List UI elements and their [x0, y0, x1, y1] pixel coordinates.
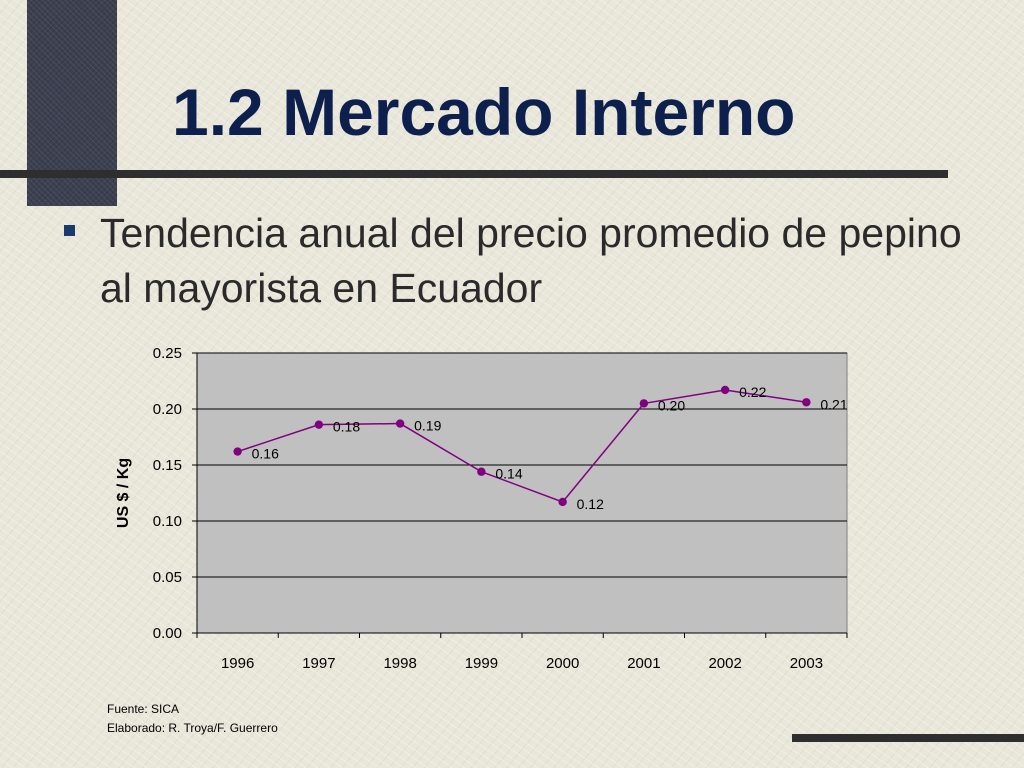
- x-tick-label: 2001: [627, 655, 660, 672]
- data-point: [720, 385, 730, 395]
- data-point: [558, 497, 567, 507]
- title-divider: [0, 170, 948, 178]
- x-tick-label: 1998: [383, 655, 416, 672]
- y-axis-label: US $ / Kg: [115, 458, 132, 528]
- data-label: 0.22: [739, 384, 766, 400]
- source-note: Fuente: SICA: [107, 702, 180, 716]
- data-label: 0.21: [820, 396, 847, 412]
- data-label: 0.14: [495, 466, 522, 482]
- data-point: [233, 447, 242, 456]
- y-tick-label: 0.05: [153, 569, 182, 586]
- x-tick-label: 2000: [546, 655, 579, 672]
- x-tick-label: 2003: [790, 655, 823, 672]
- slide-title: 1.2 Mercado Interno: [172, 75, 796, 149]
- data-point: [802, 398, 811, 407]
- y-tick-label: 0.00: [153, 625, 182, 642]
- data-label: 0.20: [658, 397, 685, 413]
- x-tick-label: 1999: [465, 655, 498, 672]
- author-note: Elaborado: R. Troya/F. Guerrero: [107, 721, 278, 735]
- bottom-divider: [792, 734, 1024, 742]
- x-tick-label: 1997: [302, 655, 335, 672]
- y-tick-label: 0.20: [153, 401, 182, 418]
- y-tick-label: 0.15: [153, 457, 182, 474]
- data-point: [477, 467, 486, 476]
- data-point: [395, 419, 405, 428]
- data-label: 0.12: [577, 496, 604, 512]
- data-point: [314, 420, 324, 429]
- x-tick-label: 2002: [708, 655, 741, 672]
- data-label: 0.19: [414, 418, 441, 434]
- data-point: [639, 399, 649, 408]
- series-line: [237, 389, 807, 503]
- bullet-text: Tendencia anual del precio promedio de p…: [100, 210, 962, 311]
- plot-area: [196, 352, 848, 634]
- data-label: 0.18: [333, 419, 360, 435]
- x-tick-label: 1996: [221, 655, 254, 672]
- data-label: 0.16: [252, 446, 279, 462]
- y-tick-label: 0.25: [153, 345, 182, 362]
- y-tick-label: 0.10: [153, 513, 182, 530]
- bullet-square-icon: [64, 225, 75, 236]
